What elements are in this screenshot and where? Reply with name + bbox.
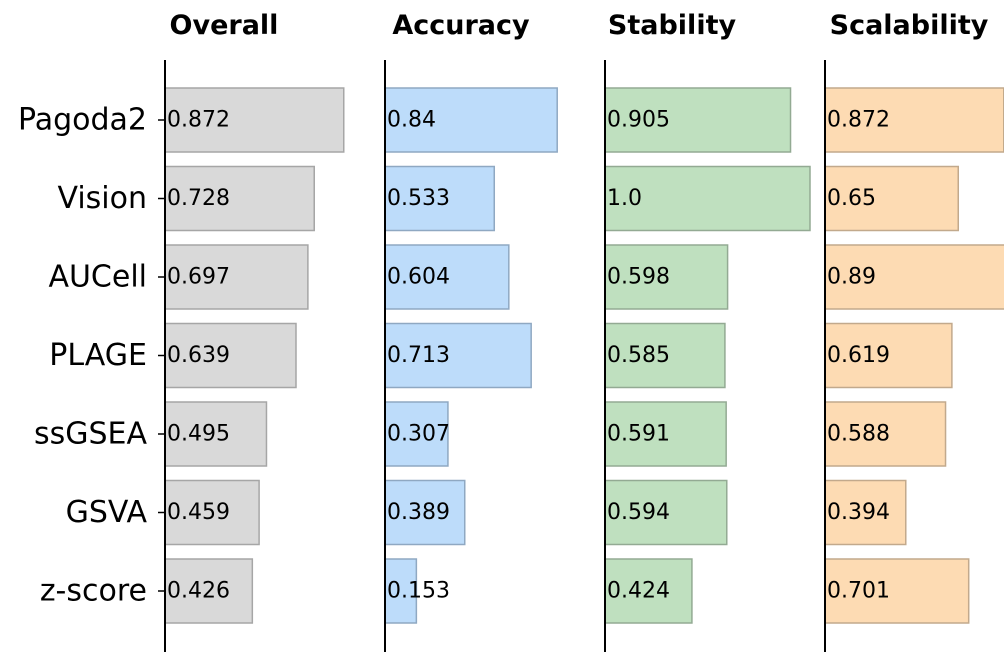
bar-value-label: 0.84 [387, 108, 436, 133]
bar [384, 401, 449, 467]
bar-value-label: 0.588 [827, 422, 890, 447]
bar [604, 322, 726, 389]
bar-value-label: 0.533 [387, 186, 450, 211]
bar-value-label: 0.594 [607, 500, 670, 525]
bar [604, 401, 727, 467]
bar [384, 87, 558, 153]
bar-value-label: 0.424 [607, 579, 670, 604]
bar-value-label: 0.639 [167, 343, 230, 368]
bar-value-label: 0.389 [387, 500, 450, 525]
bar [384, 165, 496, 232]
bar-value-label: 0.591 [607, 422, 670, 447]
bar-value-label: 0.65 [827, 186, 876, 211]
bar-value-label: 0.604 [387, 265, 450, 290]
bar-value-label: 0.394 [827, 500, 890, 525]
bar-value-label: 0.459 [167, 500, 230, 525]
bar [164, 87, 345, 153]
method-label: z-score [40, 574, 147, 609]
bar [384, 558, 418, 624]
method-label: AUCell [48, 260, 147, 295]
method-label: GSVA [66, 495, 148, 530]
bar [604, 165, 811, 232]
panel-title: Overall [170, 10, 279, 41]
bar [384, 244, 510, 310]
method-label: Vision [57, 181, 147, 216]
bar-value-label: 0.598 [607, 265, 670, 290]
bar [164, 165, 315, 232]
bar [384, 479, 466, 546]
panel-title: Stability [608, 10, 737, 41]
bar-value-label: 0.713 [387, 343, 450, 368]
bar-value-label: 0.872 [167, 108, 230, 133]
panel-title: Scalability [830, 10, 989, 41]
bar-value-label: 0.697 [167, 265, 230, 290]
bar-value-label: 0.307 [387, 422, 450, 447]
bar [824, 558, 970, 624]
method-label: ssGSEA [34, 417, 148, 452]
bar-value-label: 0.619 [827, 343, 890, 368]
bar [824, 479, 907, 546]
bar [604, 87, 792, 153]
bar-value-label: 0.153 [387, 579, 450, 604]
bar [164, 322, 297, 389]
bar [824, 165, 959, 232]
bar [824, 244, 1004, 310]
method-label: Pagoda2 [18, 103, 147, 138]
bar-value-label: 0.701 [827, 579, 890, 604]
bar-value-label: 1.0 [607, 186, 642, 211]
bar [604, 558, 693, 624]
bar-value-label: 0.495 [167, 422, 230, 447]
bar [604, 479, 728, 546]
bar [164, 401, 268, 467]
bar-value-label: 0.585 [607, 343, 670, 368]
panel-title: Accuracy [392, 10, 530, 41]
bar-value-label: 0.905 [607, 108, 670, 133]
bar-value-label: 0.728 [167, 186, 230, 211]
bar [604, 244, 729, 310]
bar [384, 322, 532, 389]
bar [164, 244, 309, 310]
bar [824, 401, 947, 467]
bar [164, 558, 254, 624]
bar [824, 322, 953, 389]
bar-value-label: 0.89 [827, 265, 876, 290]
bar-value-label: 0.426 [167, 579, 230, 604]
method-label: PLAGE [49, 338, 147, 373]
bar-value-label: 0.872 [827, 108, 890, 133]
